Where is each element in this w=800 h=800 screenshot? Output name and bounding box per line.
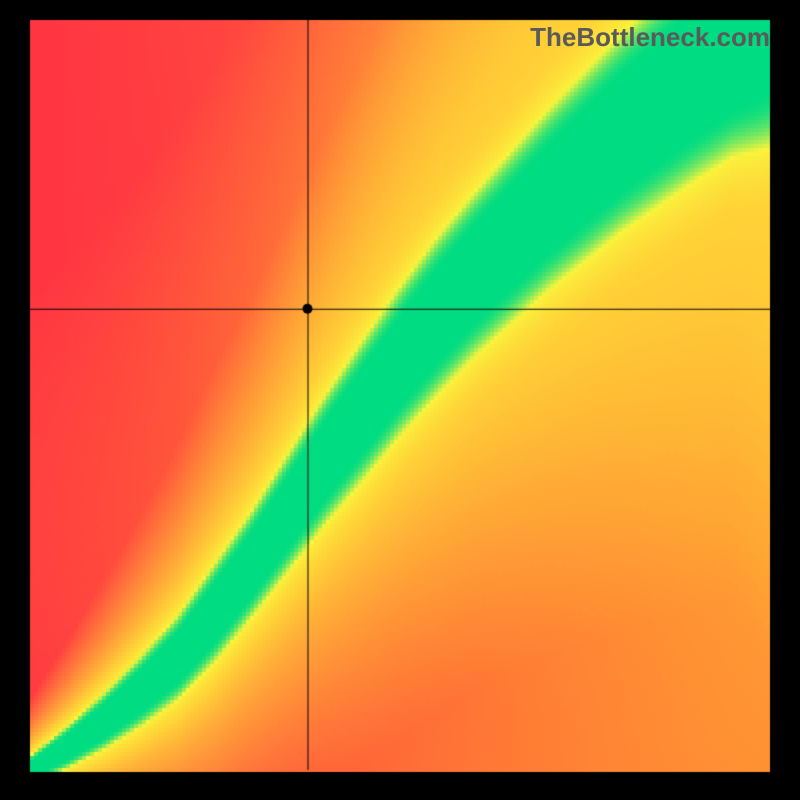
chart-container: TheBottleneck.com: [0, 0, 800, 800]
bottleneck-heatmap: [0, 0, 800, 800]
watermark-text: TheBottleneck.com: [530, 22, 770, 53]
